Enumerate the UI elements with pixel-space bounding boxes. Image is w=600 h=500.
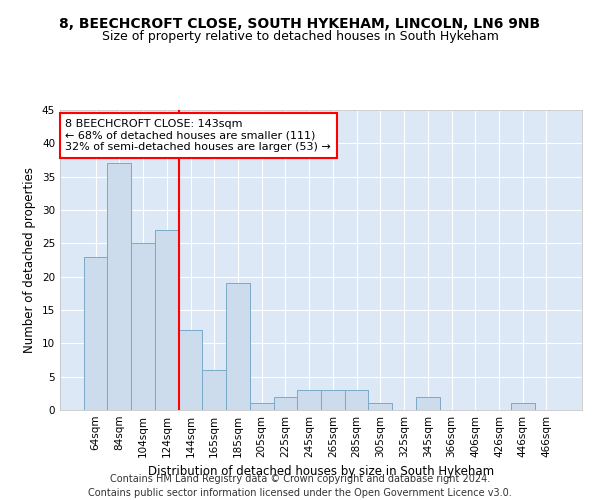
Text: 8 BEECHCROFT CLOSE: 143sqm
← 68% of detached houses are smaller (111)
32% of sem: 8 BEECHCROFT CLOSE: 143sqm ← 68% of deta… xyxy=(65,119,331,152)
Bar xyxy=(511,404,535,410)
Bar xyxy=(226,284,250,410)
Text: Size of property relative to detached houses in South Hykeham: Size of property relative to detached ho… xyxy=(101,30,499,43)
Bar xyxy=(107,164,131,410)
Y-axis label: Number of detached properties: Number of detached properties xyxy=(23,167,37,353)
Bar xyxy=(345,390,368,410)
Bar xyxy=(250,404,274,410)
Bar xyxy=(84,256,107,410)
Bar xyxy=(321,390,345,410)
Bar xyxy=(368,404,392,410)
Bar xyxy=(202,370,226,410)
Text: 8, BEECHCROFT CLOSE, SOUTH HYKEHAM, LINCOLN, LN6 9NB: 8, BEECHCROFT CLOSE, SOUTH HYKEHAM, LINC… xyxy=(59,18,541,32)
Bar xyxy=(416,396,440,410)
Bar xyxy=(274,396,297,410)
Text: Contains HM Land Registry data © Crown copyright and database right 2024.
Contai: Contains HM Land Registry data © Crown c… xyxy=(88,474,512,498)
Bar xyxy=(297,390,321,410)
X-axis label: Distribution of detached houses by size in South Hykeham: Distribution of detached houses by size … xyxy=(148,466,494,478)
Bar xyxy=(155,230,179,410)
Bar xyxy=(131,244,155,410)
Bar xyxy=(179,330,202,410)
